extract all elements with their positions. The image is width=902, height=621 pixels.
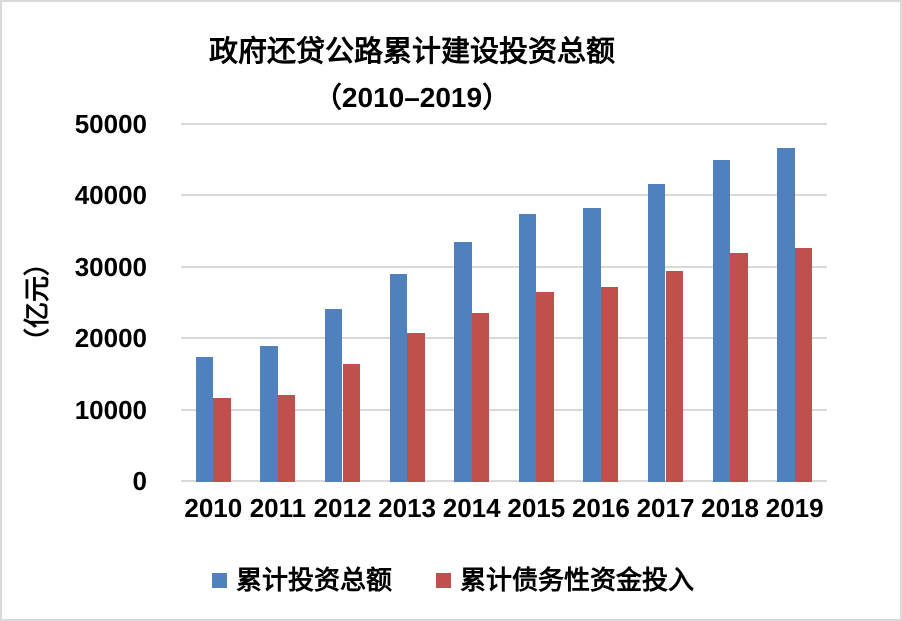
bar-cumulative-investment-2012 [324, 308, 343, 482]
bar-cumulative-investment-2011 [260, 345, 278, 482]
y-tick-label: 50000 [74, 108, 147, 139]
gridline [181, 480, 827, 482]
bar-debt-capital-2017 [665, 270, 684, 482]
bar-debt-capital-2018 [730, 252, 748, 482]
y-tick-label: 10000 [74, 394, 147, 425]
y-tick-label: 20000 [74, 323, 147, 353]
bar-debt-capital-2016 [600, 286, 619, 482]
bar-debt-capital-2010 [213, 398, 231, 482]
bar-cumulative-investment-2018 [712, 159, 731, 482]
x-axis-label-2016: 2016 [571, 493, 630, 523]
bar-cumulative-investment-2010 [195, 357, 214, 482]
y-tick-label: 40000 [74, 180, 147, 210]
x-axis-label-2011: 2011 [249, 493, 307, 523]
y-axis-title: （亿元） [22, 250, 52, 355]
chart-title-block: 政府还贷公路累计建设投资总额 （2010–2019） [142, 30, 682, 120]
bar-cumulative-investment-2015 [518, 213, 537, 482]
bar-debt-capital-2015 [536, 292, 554, 482]
x-axis-label-2019: 2019 [765, 493, 824, 523]
legend-swatch-icon [211, 572, 227, 588]
x-axis-label-2010: 2010 [184, 493, 243, 523]
bar-debt-capital-2019 [794, 247, 813, 482]
y-tick-label: 0 [132, 466, 147, 496]
legend-label: 累计投资总额 [235, 565, 392, 595]
bar-cumulative-investment-2017 [647, 184, 666, 482]
gridline [181, 408, 827, 411]
legend: 累计投资总额 累计债务性资金投入 [2, 562, 900, 598]
x-axis-label-2015: 2015 [507, 493, 566, 523]
x-axis-label-2012: 2012 [313, 493, 372, 523]
bar-debt-capital-2011 [277, 395, 296, 482]
bar-cumulative-investment-2013 [389, 274, 408, 482]
legend-item-debt-capital: 累计债务性资金投入 [436, 565, 694, 595]
y-tick-label: 30000 [74, 251, 147, 282]
x-axis-label-2013: 2013 [378, 493, 437, 523]
gridline [181, 122, 827, 125]
gridline [181, 337, 827, 339]
chart-subtitle: （2010–2019） [313, 82, 511, 113]
bar-debt-capital-2013 [407, 332, 425, 482]
legend-swatch-icon [436, 572, 451, 588]
legend-label: 累计债务性资金投入 [460, 565, 695, 595]
chart-title: 政府还贷公路累计建设投资总额 [208, 36, 615, 68]
x-axis-label-2017: 2017 [636, 493, 695, 523]
gridline [181, 265, 827, 268]
bar-cumulative-investment-2016 [583, 207, 601, 482]
x-axis-label-2014: 2014 [442, 493, 501, 523]
bar-debt-capital-2012 [342, 364, 361, 482]
legend-item-cumulative-investment: 累计投资总额 [211, 565, 392, 595]
gridline [181, 194, 827, 196]
bar-cumulative-investment-2014 [454, 242, 472, 482]
x-axis-label-2018: 2018 [701, 493, 760, 523]
bar-debt-capital-2014 [471, 312, 490, 482]
bar-cumulative-investment-2019 [777, 147, 795, 482]
